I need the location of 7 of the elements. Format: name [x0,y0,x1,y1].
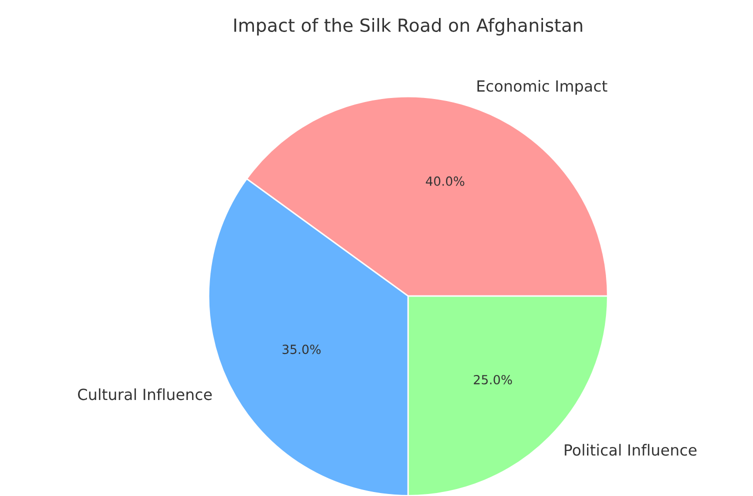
chart-title: Impact of the Silk Road on Afghanistan [234,18,582,36]
data-label: 35.0% [282,344,321,354]
data-label: 40.0% [426,176,464,186]
slice-label: Economic Impact [477,80,608,95]
slice-label: Cultural Influence [78,388,212,400]
slice-label: Political Influence [564,444,696,456]
data-label: 25.0% [474,374,512,384]
